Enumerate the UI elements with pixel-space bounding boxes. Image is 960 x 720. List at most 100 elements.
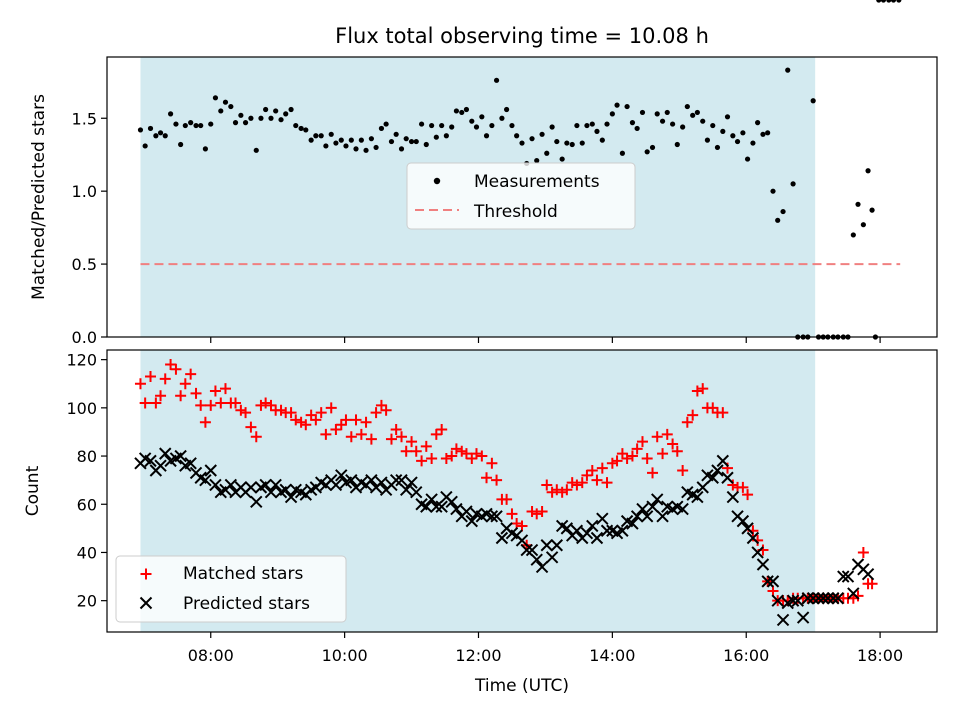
predicted-star-point bbox=[410, 485, 423, 499]
plus-icon bbox=[140, 568, 152, 580]
matched-star-point bbox=[491, 474, 503, 486]
predicted-star-point bbox=[329, 478, 343, 492]
matched-star-point bbox=[546, 486, 558, 498]
matched-star-point bbox=[406, 436, 418, 448]
predicted-star-point bbox=[596, 512, 609, 525]
measurement-point bbox=[599, 137, 605, 143]
predicted-star-point bbox=[365, 473, 378, 487]
measurement-point bbox=[443, 133, 449, 139]
measurement-point bbox=[378, 125, 385, 132]
measurement-point bbox=[137, 127, 144, 133]
matched-star-point bbox=[566, 477, 578, 489]
matched-star-point bbox=[275, 404, 287, 416]
measurement-point bbox=[529, 136, 535, 142]
predicted-star-point bbox=[746, 531, 760, 545]
matched-star-point bbox=[647, 467, 659, 479]
predicted-star-point bbox=[676, 502, 689, 516]
measurement-point bbox=[574, 122, 580, 129]
legend-matched-stars-label: Matched stars bbox=[183, 564, 303, 584]
measurement-point bbox=[348, 137, 354, 143]
measurement-point bbox=[629, 120, 636, 126]
predicted-star-point bbox=[766, 575, 780, 588]
matched-star-point bbox=[159, 373, 171, 385]
measurement-point bbox=[413, 138, 419, 145]
measurement-point bbox=[670, 121, 676, 127]
predicted-star-point bbox=[144, 454, 157, 468]
measurement-point bbox=[544, 150, 550, 156]
predicted-star-point bbox=[204, 464, 217, 477]
measurement-points bbox=[137, 0, 902, 340]
matched-star-point bbox=[300, 419, 312, 431]
measurement-point bbox=[810, 98, 816, 104]
matched-star-point bbox=[456, 445, 468, 457]
predicted-star-point bbox=[345, 473, 358, 487]
matched-star-point bbox=[219, 383, 231, 395]
top-y-tick-label: 1.0 bbox=[72, 182, 97, 201]
matched-star-point bbox=[380, 404, 392, 416]
measurement-point bbox=[248, 115, 254, 121]
measurement-point bbox=[499, 115, 505, 121]
matched-star-point bbox=[460, 448, 472, 460]
measurement-point bbox=[182, 122, 188, 129]
measurement-point bbox=[433, 134, 439, 140]
predicted-star-point bbox=[817, 592, 830, 605]
measurement-point bbox=[147, 125, 154, 132]
measurement-point bbox=[886, 0, 892, 3]
matched-star-point bbox=[450, 443, 462, 455]
measurement-point bbox=[865, 168, 871, 174]
matched-star-point bbox=[586, 465, 598, 477]
measurement-point bbox=[222, 99, 229, 105]
predicted-star-point bbox=[540, 539, 553, 552]
matched-star-point bbox=[526, 505, 538, 517]
measurement-point bbox=[770, 188, 776, 194]
measurement-point bbox=[253, 147, 259, 153]
measurement-point bbox=[750, 140, 756, 146]
predicted-star-point bbox=[796, 611, 810, 624]
measurement-point bbox=[242, 120, 249, 126]
measurement-point bbox=[318, 133, 324, 139]
predicted-star-point bbox=[154, 459, 167, 472]
matched-star-point bbox=[305, 409, 317, 421]
matched-star-point bbox=[155, 390, 167, 402]
matched-star-point bbox=[426, 452, 438, 464]
measurement-point bbox=[343, 143, 349, 149]
bottom-y-tick-label: 20 bbox=[77, 592, 97, 611]
top-y-axis-label: Matched/Predicted stars bbox=[29, 94, 49, 300]
predicted-star-point bbox=[626, 517, 639, 530]
measurement-point bbox=[855, 201, 861, 207]
matched-star-point bbox=[370, 407, 382, 419]
measurement-point bbox=[504, 106, 510, 113]
measurement-point bbox=[238, 112, 244, 118]
matched-star-point bbox=[657, 448, 669, 460]
matched-star-point bbox=[320, 428, 332, 440]
predicted-star-point bbox=[776, 613, 790, 627]
matched-star-point bbox=[165, 358, 177, 370]
matched-star-point bbox=[230, 397, 242, 409]
matched-star-point bbox=[195, 399, 207, 411]
measurement-point bbox=[760, 131, 766, 137]
predicted-star-point bbox=[616, 524, 629, 537]
matched-star-point bbox=[420, 440, 432, 452]
matched-star-point bbox=[215, 397, 227, 409]
predicted-star-point bbox=[726, 490, 740, 504]
x-tick-label: 16:00 bbox=[723, 646, 769, 665]
matched-star-point bbox=[240, 407, 252, 419]
bottom-y-tick-label: 100 bbox=[66, 399, 97, 418]
measurement-point bbox=[328, 131, 334, 137]
predicted-star-point bbox=[751, 546, 764, 559]
matched-star-point bbox=[350, 414, 362, 426]
predicted-star-point bbox=[761, 575, 774, 588]
measurement-point bbox=[514, 133, 520, 139]
measurement-point bbox=[429, 122, 435, 129]
measurement-point bbox=[664, 109, 670, 116]
measurement-point bbox=[659, 118, 666, 124]
measurement-point bbox=[278, 117, 284, 123]
measurement-point bbox=[850, 232, 856, 238]
measurement-point bbox=[619, 150, 626, 156]
measurement-point bbox=[153, 133, 159, 139]
matched-star-point bbox=[717, 407, 729, 419]
predicted-star-point bbox=[460, 505, 473, 518]
predicted-star-point bbox=[861, 567, 875, 581]
measurement-point bbox=[459, 109, 465, 116]
measurement-point bbox=[539, 131, 545, 137]
